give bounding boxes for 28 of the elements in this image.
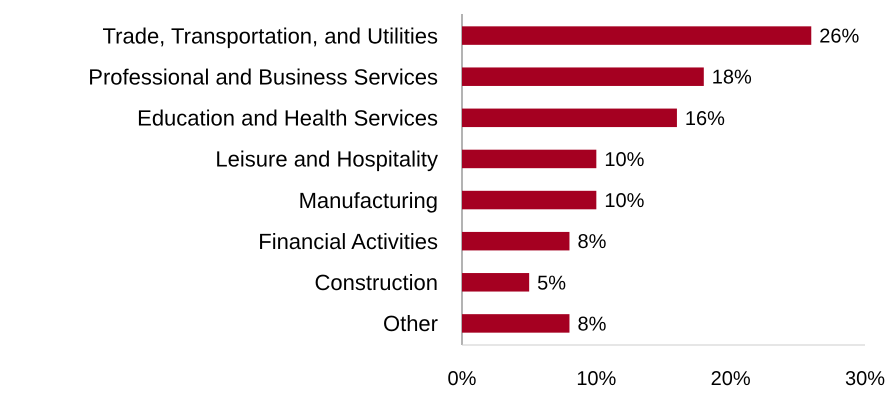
bar xyxy=(462,26,812,45)
bar xyxy=(462,190,596,210)
data-label: 8% xyxy=(577,313,607,336)
data-label: 18% xyxy=(712,66,752,89)
y-tick-label: Professional and Business Services xyxy=(88,64,438,90)
x-tick-label: 0% xyxy=(448,368,477,390)
x-tick-label: 20% xyxy=(710,368,751,390)
y-tick-label: Trade, Transportation, and Utilities xyxy=(102,23,438,48)
bar xyxy=(462,314,570,333)
y-tick-label: Education and Health Services xyxy=(137,106,438,131)
data-label: 5% xyxy=(537,272,566,294)
x-tick-label: 10% xyxy=(576,368,617,390)
data-label: 26% xyxy=(819,26,860,48)
y-tick-label: Construction xyxy=(314,270,438,295)
data-label: 16% xyxy=(684,108,726,130)
bar xyxy=(462,67,704,86)
data-label: 10% xyxy=(604,190,645,212)
data-label: 10% xyxy=(604,148,645,171)
bar xyxy=(462,108,677,128)
y-tick-label: Leisure and Hospitality xyxy=(215,146,438,172)
bar xyxy=(462,273,530,292)
y-tick-label: Other xyxy=(382,311,438,336)
y-tick-label: Manufacturing xyxy=(298,188,438,213)
bar xyxy=(462,232,570,250)
x-tick-label: 30% xyxy=(844,368,886,390)
data-label: 8% xyxy=(577,231,607,254)
bar xyxy=(462,150,596,168)
y-tick-label: Financial Activities xyxy=(258,228,438,254)
